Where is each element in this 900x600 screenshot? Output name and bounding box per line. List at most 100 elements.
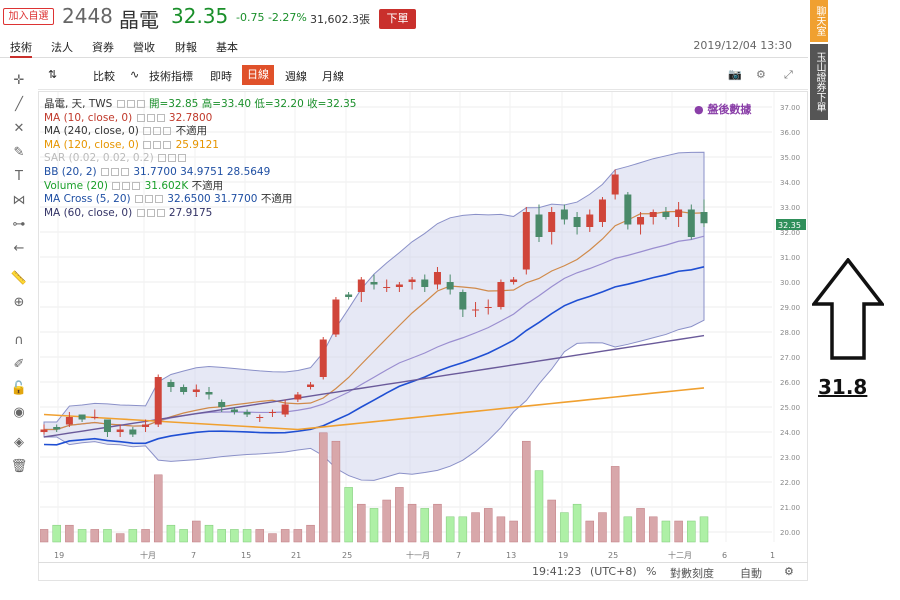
x-tick-label: 25 — [608, 551, 618, 560]
log-scale-button[interactable]: 對數刻度 — [670, 567, 714, 580]
trash-icon[interactable]: 🗑 — [10, 459, 28, 474]
volume-bar — [103, 529, 112, 543]
legend-label: MA (10, close, 0) — [44, 111, 136, 124]
fib-tool-icon[interactable]: ✕ — [13, 121, 25, 136]
camera-icon[interactable]: 📷 — [728, 68, 742, 81]
volume-bar — [585, 520, 595, 543]
pattern-tool-icon[interactable]: ⋈ — [12, 193, 26, 208]
volume-bar — [483, 508, 493, 543]
tab-margin[interactable]: 資券 — [92, 41, 114, 54]
tab-financials[interactable]: 財報 — [175, 41, 197, 54]
legend-label: MA (240, close, 0) — [44, 125, 143, 138]
volume-bar — [471, 512, 480, 543]
tab-basics[interactable]: 基本 — [216, 41, 238, 54]
candle-body — [307, 384, 315, 387]
settings-gear-icon[interactable]: ⚙ — [784, 565, 794, 578]
candle-body — [649, 212, 657, 217]
compare-button[interactable]: 比較 — [93, 70, 115, 83]
text-tool-icon[interactable]: T — [15, 169, 23, 184]
volume-bar — [268, 533, 277, 543]
candle-body — [116, 429, 124, 432]
after-hours-text: 盤後數據 — [707, 103, 752, 116]
candle-body — [53, 427, 61, 430]
legend-row[interactable]: MA Cross (5, 20) 32.6500 31.7700 不適用 — [44, 193, 356, 207]
tab-technical[interactable]: 技術 — [10, 39, 32, 58]
fullscreen-icon[interactable]: ⤢ — [784, 68, 793, 81]
legend-row[interactable]: SAR (0.02, 0.02, 0.2) — [44, 152, 356, 166]
ruler-icon[interactable]: 📏 — [10, 271, 28, 286]
candle-body — [91, 417, 99, 418]
y-tick-label: 20.00 — [780, 529, 800, 537]
brush-icon[interactable]: ✎ — [13, 145, 25, 160]
x-tick-label: 十一月 — [406, 550, 430, 560]
order-button[interactable]: 下單 — [379, 9, 416, 29]
y-tick-label: 37.00 — [780, 104, 800, 112]
x-tick-label: 15 — [241, 551, 251, 560]
legend-value: 28.5649 — [223, 165, 271, 178]
indicator-icon[interactable]: ∿ — [130, 68, 140, 81]
crosshair-icon[interactable]: ✛ — [13, 73, 25, 88]
chart-frame[interactable] — [38, 91, 808, 581]
volume-bar — [687, 520, 696, 543]
eye-icon[interactable]: ◉ — [13, 405, 25, 420]
gear-icon[interactable]: ⚙ — [756, 68, 766, 81]
clock-time: 19:41:23 — [532, 565, 582, 578]
tab-institutional[interactable]: 法人 — [51, 41, 73, 54]
candle-body — [548, 212, 556, 232]
auto-scale-button[interactable]: 自動 — [740, 567, 762, 580]
monthly-button[interactable]: 月線 — [322, 70, 344, 83]
candle-body — [167, 382, 175, 387]
forecast-icon[interactable]: ⊶ — [12, 217, 26, 232]
legend-value: 不適用 — [257, 193, 293, 206]
legend-row[interactable]: MA (60, close, 0) 27.9175 — [44, 207, 356, 221]
legend-value: 31.7700 — [210, 193, 258, 206]
intraday-button[interactable]: 即時 — [210, 70, 232, 83]
volume-bar — [52, 524, 61, 543]
candle-body — [535, 214, 543, 237]
volume-bar — [433, 503, 442, 543]
lock-drawing-icon[interactable]: ✐ — [13, 357, 25, 372]
back-arrow-icon[interactable]: ← — [13, 241, 25, 256]
legend-row[interactable]: MA (10, close, 0) 32.7800 — [44, 112, 356, 126]
candle-body — [294, 394, 302, 400]
after-hours-label[interactable]: ● 盤後數據 — [694, 103, 752, 116]
volume-bar — [395, 487, 404, 543]
add-watchlist-button[interactable]: 加入自選 — [3, 8, 54, 25]
y-tick-label: 25.00 — [780, 404, 800, 412]
volume-bar — [242, 529, 252, 543]
x-tick-label: 19 — [558, 551, 568, 560]
percent-scale-button[interactable]: % — [646, 565, 657, 578]
volume-bar — [407, 503, 417, 543]
candle-body — [345, 294, 353, 297]
y-tick-label: 36.00 — [780, 129, 800, 137]
price-chart[interactable]: 37.00 36.00 35.00 34.00 33.00 32.00 31.00 30.00… — [40, 92, 808, 562]
magnet-icon[interactable]: ∩ — [14, 333, 24, 348]
lock-icon[interactable]: 🔓 — [10, 381, 28, 396]
y-tick-label: 32.00 — [780, 229, 800, 237]
volume-bar — [648, 516, 658, 543]
legend-row[interactable]: MA (120, close, 0) 25.9121 — [44, 139, 356, 153]
legend-row[interactable]: MA (240, close, 0) 不適用 — [44, 125, 356, 139]
volume-bar — [293, 529, 303, 543]
tab-revenue[interactable]: 營收 — [133, 41, 155, 54]
weekly-button[interactable]: 週線 — [285, 70, 307, 83]
zoom-in-icon[interactable]: ⊕ — [13, 295, 25, 310]
volume-bar — [306, 524, 315, 543]
chat-room-tab[interactable]: 聊天室 — [810, 0, 828, 42]
timezone[interactable]: (UTC+8) — [590, 565, 637, 578]
candle-body — [472, 309, 480, 311]
broker-order-tab[interactable]: 玉山證券下單 — [810, 44, 828, 120]
y-tick-label: 26.00 — [780, 379, 800, 387]
volume-bar — [496, 516, 506, 543]
candle-body — [281, 404, 289, 415]
line-tool-icon[interactable]: ╱ — [15, 97, 23, 112]
legend-row[interactable]: Volume (20) 31.602K 不適用 — [44, 180, 356, 194]
layers-icon[interactable]: ◈ — [14, 435, 24, 450]
compare-icon[interactable]: ⇅ — [48, 68, 58, 81]
legend-row[interactable]: BB (20, 2) 31.7700 34.9751 28.5649 — [44, 166, 356, 180]
daily-button[interactable]: 日線 — [242, 65, 274, 85]
indicators-button[interactable]: 技術指標 — [149, 70, 193, 83]
candle-body — [370, 282, 378, 285]
volume-bar — [357, 503, 366, 543]
x-tick-label: 6 — [722, 551, 727, 560]
